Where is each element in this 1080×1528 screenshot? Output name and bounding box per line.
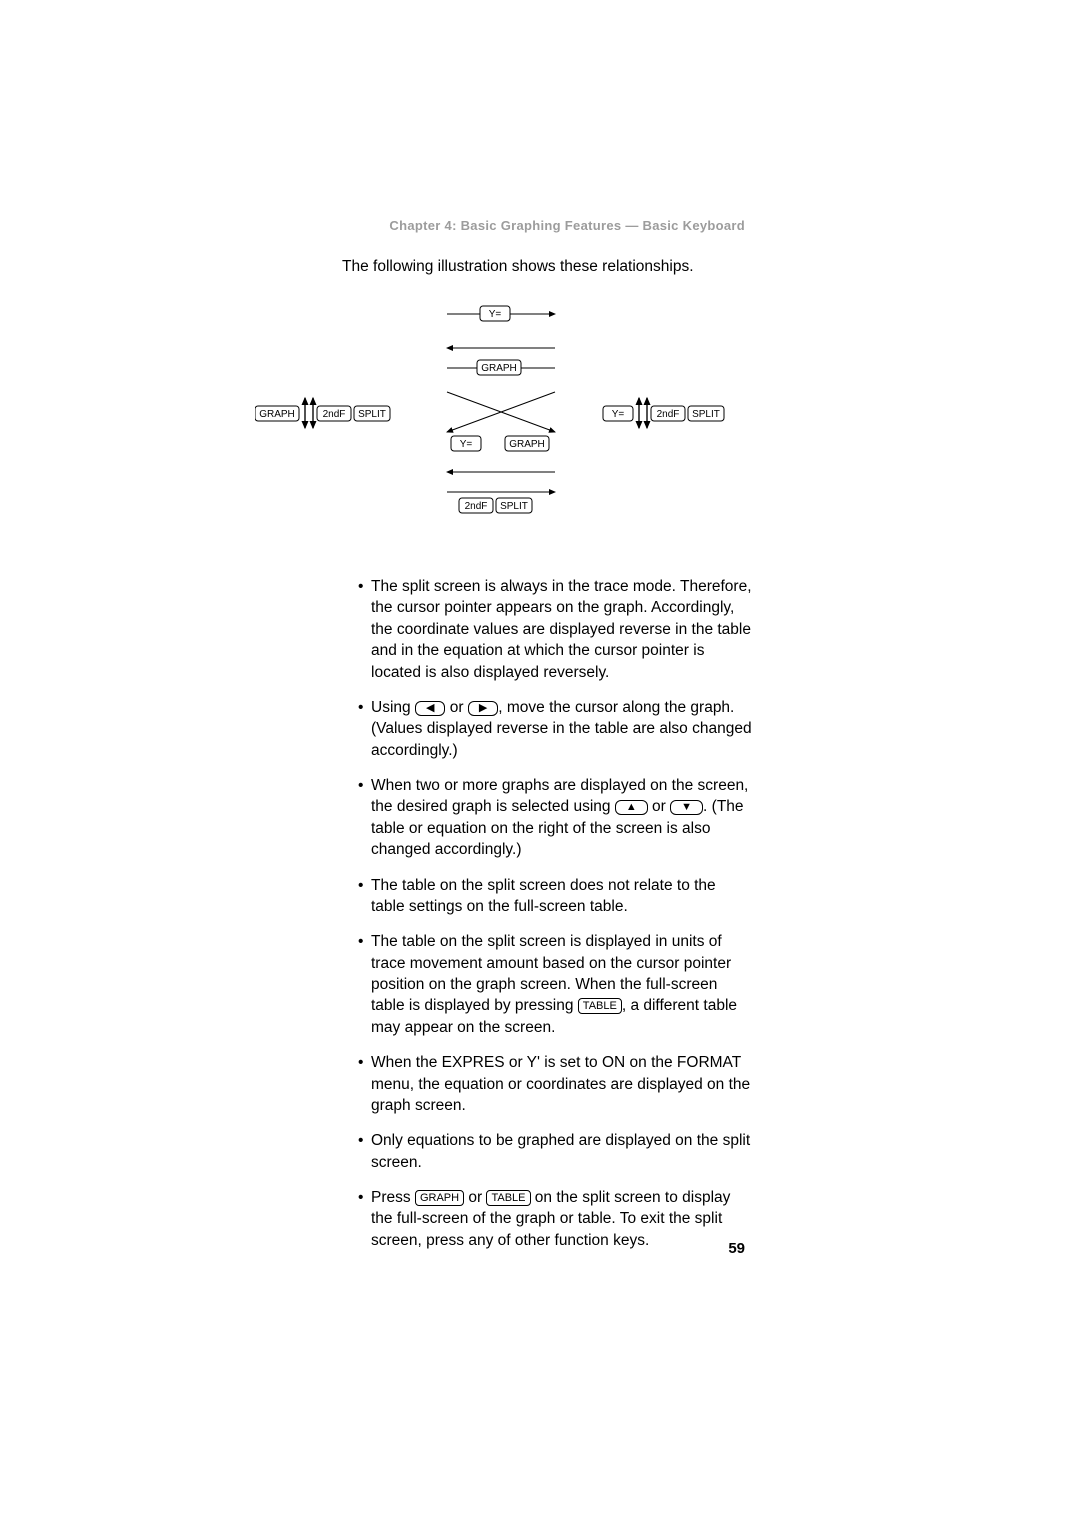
- graph-key: GRAPH: [415, 1190, 464, 1206]
- intro-text: The following illustration shows these r…: [342, 258, 694, 276]
- diagram-key-yeq: Y=: [612, 409, 625, 420]
- diagram-key-graph-2: GRAPH: [481, 363, 517, 374]
- page: Chapter 4: Basic Graphing Features — Bas…: [0, 0, 1080, 1528]
- right-arrow-key: ▶: [468, 701, 498, 716]
- diagram-key-2ndf-b: 2ndF: [465, 501, 488, 512]
- diagram-key-graph: GRAPH: [259, 409, 295, 420]
- bullet-8-text-b: or: [464, 1189, 486, 1206]
- bullet-4: The table on the split screen does not r…: [358, 875, 753, 918]
- table-key: TABLE: [578, 998, 622, 1014]
- bullet-2-text-a: Using: [371, 699, 415, 716]
- bullet-2-text-b: or: [445, 699, 467, 716]
- bullet-6-text: When the EXPRES or Y' is set to ON on th…: [371, 1054, 750, 1114]
- bullet-5: The table on the split screen is display…: [358, 931, 753, 1038]
- bullet-8-text-a: Press: [371, 1189, 415, 1206]
- bullet-7: Only equations to be graphed are display…: [358, 1130, 753, 1173]
- diagram-key-yeq-mid: Y=: [460, 439, 473, 450]
- bullet-1: The split screen is always in the trace …: [358, 576, 753, 683]
- bullet-2: Using ◀ or ▶, move the cursor along the …: [358, 697, 753, 761]
- bullet-8: Press GRAPH or TABLE on the split screen…: [358, 1187, 753, 1251]
- diagram-key-yeq-top: Y=: [489, 309, 502, 320]
- diagram-key-split-b: SPLIT: [500, 501, 528, 512]
- table-key-2: TABLE: [486, 1190, 530, 1206]
- left-arrow-key: ◀: [415, 701, 445, 716]
- bullet-1-text: The split screen is always in the trace …: [371, 578, 752, 681]
- bullet-3: When two or more graphs are displayed on…: [358, 775, 753, 861]
- bullet-4-text: The table on the split screen does not r…: [371, 877, 716, 915]
- diagram-key-split-r: SPLIT: [692, 409, 720, 420]
- diagram-key-split: SPLIT: [358, 409, 386, 420]
- diagram-key-graph-3: GRAPH: [509, 439, 545, 450]
- chapter-header: Chapter 4: Basic Graphing Features — Bas…: [389, 218, 745, 233]
- page-number: 59: [728, 1240, 745, 1257]
- bullet-6: When the EXPRES or Y' is set to ON on th…: [358, 1052, 753, 1116]
- bullet-list: The split screen is always in the trace …: [358, 576, 753, 1265]
- diagram-key-2ndf-r: 2ndF: [657, 409, 680, 420]
- bullet-3-text-b: or: [648, 798, 670, 815]
- relationship-diagram: GRAPH 2ndF SPLIT Y= 2ndF SPLIT: [255, 300, 745, 540]
- bullet-7-text: Only equations to be graphed are display…: [371, 1132, 750, 1170]
- up-arrow-key: ▲: [615, 800, 648, 815]
- down-arrow-key: ▼: [670, 800, 703, 815]
- diagram-key-2ndf: 2ndF: [323, 409, 346, 420]
